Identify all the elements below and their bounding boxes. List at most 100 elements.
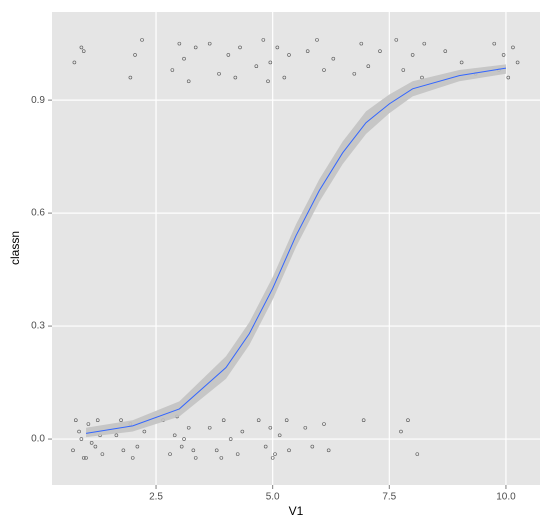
point	[73, 418, 78, 423]
point	[79, 437, 84, 441]
point	[238, 45, 242, 50]
point	[287, 53, 291, 57]
point	[399, 429, 403, 434]
point	[77, 429, 81, 434]
point	[214, 448, 219, 453]
point	[193, 456, 198, 460]
point	[268, 425, 273, 430]
point	[170, 68, 175, 72]
point	[140, 38, 144, 42]
panel	[52, 12, 540, 485]
x-tick-label: 7.5	[382, 492, 396, 503]
point	[361, 418, 366, 423]
point	[511, 45, 515, 50]
point	[191, 448, 196, 453]
point	[406, 418, 410, 423]
point	[182, 56, 186, 61]
point	[310, 444, 315, 449]
x-tick-label: 2.5	[149, 492, 163, 503]
point	[172, 433, 177, 438]
point	[100, 452, 105, 456]
point	[359, 41, 364, 46]
point	[130, 456, 135, 460]
point	[352, 71, 357, 76]
point	[506, 75, 511, 80]
point	[240, 429, 245, 434]
y-tick-label: 0.9	[31, 95, 45, 106]
point	[93, 444, 98, 449]
point	[228, 437, 233, 441]
smooth-line	[85, 67, 507, 434]
point	[415, 452, 420, 456]
point	[326, 448, 331, 453]
point	[287, 448, 291, 453]
point	[186, 425, 191, 430]
point	[133, 53, 137, 57]
point	[266, 79, 270, 84]
point	[277, 433, 282, 438]
point	[303, 425, 308, 430]
point	[86, 422, 91, 426]
point	[79, 45, 84, 50]
point	[72, 60, 77, 65]
point	[261, 38, 266, 42]
point	[226, 53, 231, 57]
point	[182, 437, 186, 441]
point	[81, 456, 86, 460]
point	[89, 441, 94, 445]
point	[114, 433, 119, 438]
x-tick-label: 10.0	[496, 492, 516, 503]
point	[268, 60, 273, 65]
point	[501, 53, 506, 57]
point	[217, 71, 221, 76]
point	[186, 79, 191, 84]
point	[443, 49, 448, 53]
point	[282, 75, 287, 80]
point	[177, 41, 182, 46]
point	[492, 41, 497, 46]
y-axis-title: classn	[8, 231, 22, 265]
y-tick-label: 0.0	[31, 434, 45, 445]
point	[179, 444, 184, 449]
point	[207, 41, 212, 46]
point	[284, 418, 289, 423]
y-tick-label: 0.6	[31, 208, 45, 219]
point	[422, 41, 427, 46]
point	[207, 425, 212, 430]
point	[254, 64, 259, 69]
point	[142, 429, 147, 434]
point	[221, 418, 226, 423]
point	[275, 45, 280, 50]
point	[71, 448, 75, 453]
point	[315, 38, 319, 42]
point	[128, 75, 133, 80]
point	[135, 444, 140, 449]
point	[394, 38, 399, 42]
point	[322, 68, 326, 72]
point	[305, 49, 310, 53]
point	[84, 456, 88, 460]
point	[273, 452, 277, 456]
y-tick-label: 0.3	[31, 321, 45, 332]
point	[219, 456, 224, 460]
point	[193, 45, 198, 50]
point	[420, 75, 424, 80]
point	[168, 452, 172, 456]
point	[322, 422, 326, 426]
point	[119, 418, 123, 423]
point	[401, 68, 406, 72]
x-tick-label: 5.0	[266, 492, 280, 503]
x-axis-title: V1	[289, 504, 304, 518]
point	[378, 49, 382, 53]
point	[121, 448, 126, 453]
point	[95, 418, 100, 423]
point	[81, 49, 86, 53]
point	[515, 60, 520, 65]
point	[270, 456, 275, 460]
point	[235, 452, 240, 456]
point	[459, 60, 464, 65]
point	[233, 75, 238, 80]
point	[366, 64, 371, 69]
